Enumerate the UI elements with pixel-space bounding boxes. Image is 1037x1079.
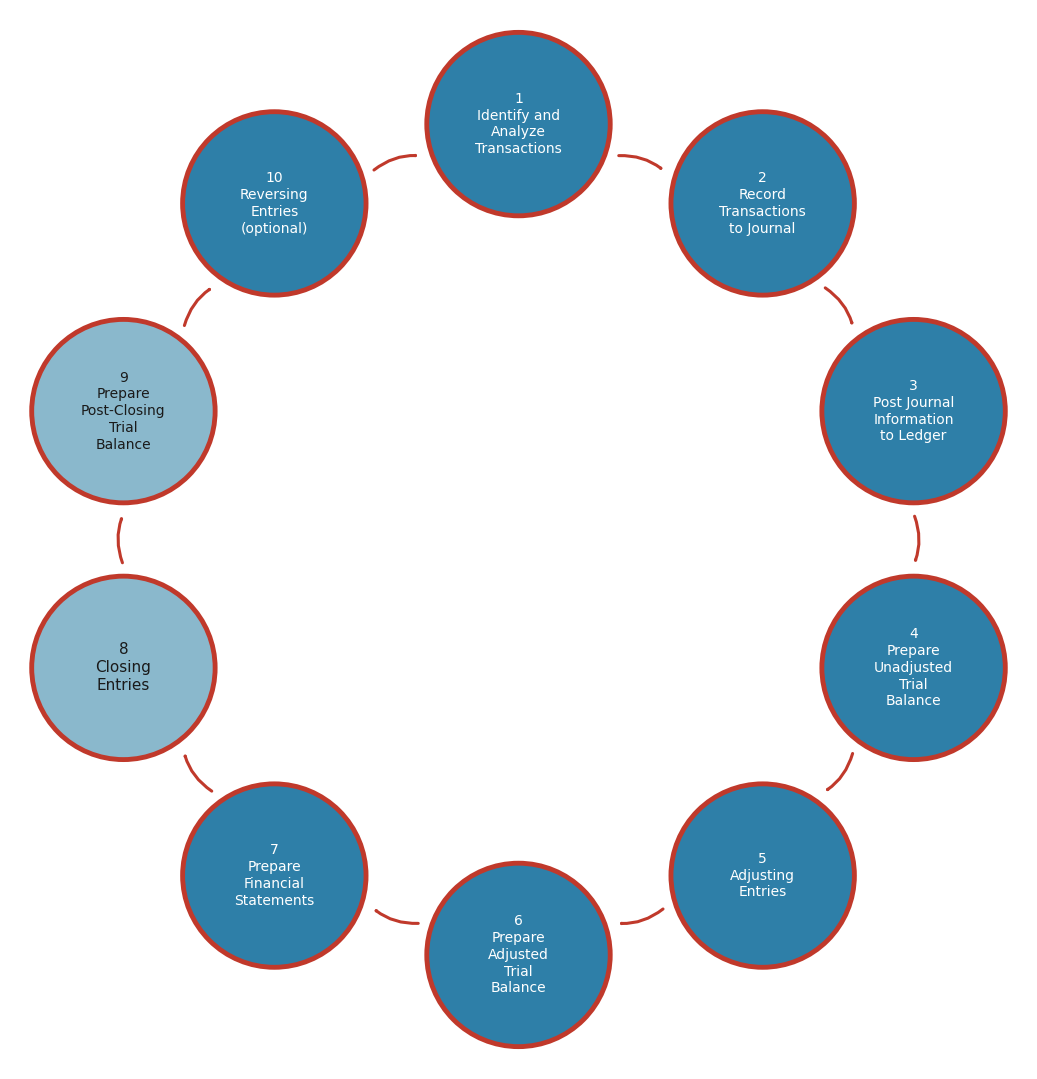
- Text: 4
Prepare
Unadjusted
Trial
Balance: 4 Prepare Unadjusted Trial Balance: [874, 627, 953, 709]
- FancyArrowPatch shape: [828, 753, 852, 790]
- Text: 10
Reversing
Entries
(optional): 10 Reversing Entries (optional): [240, 172, 309, 235]
- FancyArrowPatch shape: [825, 288, 852, 323]
- Circle shape: [427, 863, 610, 1047]
- FancyArrowPatch shape: [118, 519, 122, 563]
- Circle shape: [183, 783, 366, 967]
- Text: 5
Adjusting
Entries: 5 Adjusting Entries: [730, 851, 795, 899]
- Circle shape: [427, 32, 610, 216]
- Circle shape: [822, 319, 1005, 503]
- FancyArrowPatch shape: [185, 289, 209, 326]
- FancyArrowPatch shape: [915, 516, 919, 560]
- FancyArrowPatch shape: [621, 909, 663, 924]
- Circle shape: [822, 576, 1005, 760]
- Text: 8
Closing
Entries: 8 Closing Entries: [95, 642, 151, 694]
- FancyArrowPatch shape: [185, 756, 212, 791]
- FancyArrowPatch shape: [376, 911, 418, 924]
- Text: 3
Post Journal
Information
to Ledger: 3 Post Journal Information to Ledger: [873, 379, 954, 443]
- Text: 1
Identify and
Analyze
Transactions: 1 Identify and Analyze Transactions: [475, 92, 562, 156]
- Text: 9
Prepare
Post-Closing
Trial
Balance: 9 Prepare Post-Closing Trial Balance: [81, 370, 166, 452]
- Circle shape: [671, 783, 854, 967]
- Text: 7
Prepare
Financial
Statements: 7 Prepare Financial Statements: [234, 844, 314, 907]
- FancyArrowPatch shape: [374, 155, 416, 170]
- Circle shape: [32, 319, 215, 503]
- Text: 6
Prepare
Adjusted
Trial
Balance: 6 Prepare Adjusted Trial Balance: [488, 914, 549, 996]
- Circle shape: [183, 112, 366, 296]
- Circle shape: [32, 576, 215, 760]
- Circle shape: [671, 112, 854, 296]
- Text: 2
Record
Transactions
to Journal: 2 Record Transactions to Journal: [720, 172, 806, 235]
- FancyArrowPatch shape: [619, 155, 661, 168]
